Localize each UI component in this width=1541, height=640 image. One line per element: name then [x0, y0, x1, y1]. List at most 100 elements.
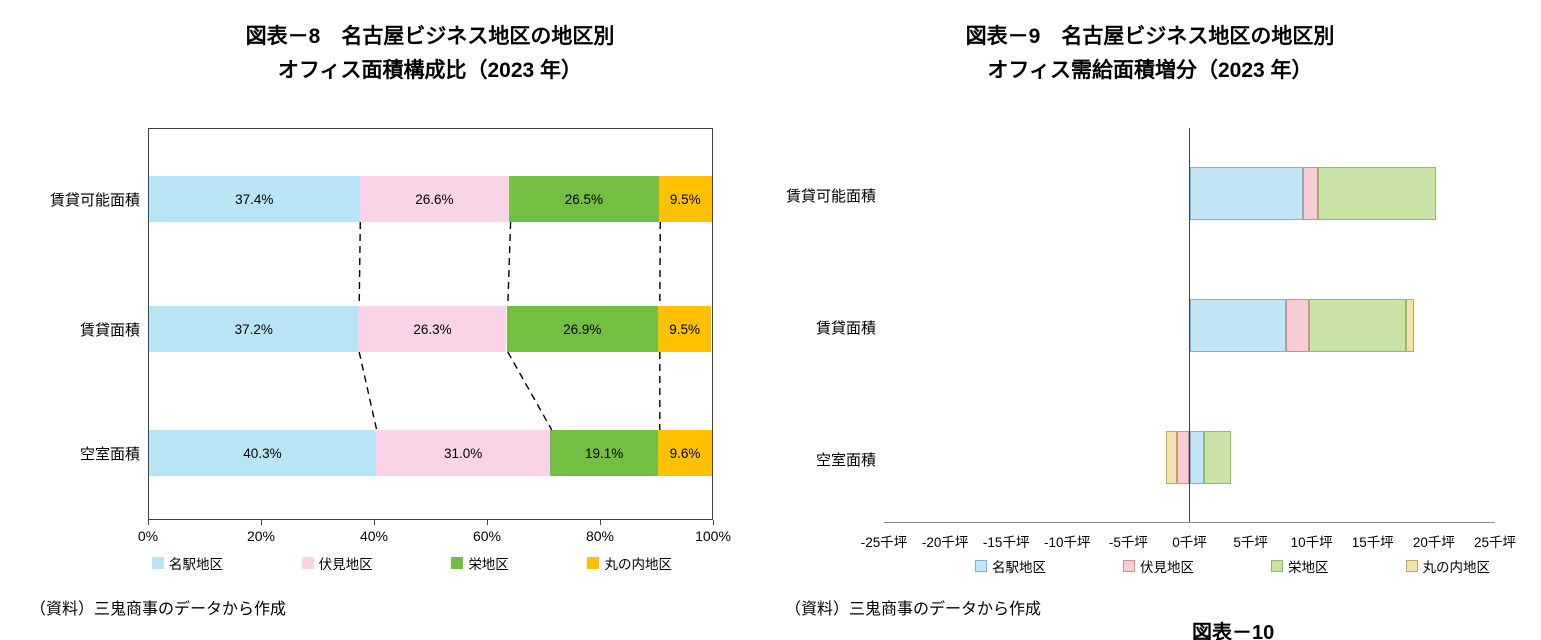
- legend-item-丸の内地区: 丸の内地区: [1405, 556, 1491, 576]
- legend-item-栄地区: 栄地区: [451, 553, 509, 573]
- x-tick-label: 20%: [246, 528, 276, 544]
- dashed-connector-line: [507, 351, 553, 431]
- x-tick-label: 10千坪: [1290, 535, 1333, 550]
- legend-label: 伏見地区: [1140, 560, 1194, 575]
- dashed-connector-line: [358, 221, 361, 307]
- x-tick-mark: [147, 520, 149, 525]
- legend-label: 丸の内地区: [1422, 560, 1491, 575]
- x-tick-label: 0%: [137, 528, 159, 544]
- segment-data-label: 37.2%: [234, 321, 273, 337]
- segment-data-label: 37.4%: [235, 191, 274, 207]
- legend-label: 栄地区: [1288, 560, 1329, 575]
- figure-9-title-line2: オフィス需給面積増分（2023 年）: [987, 59, 1313, 82]
- x-tick-mark: [260, 520, 262, 525]
- legend-label: 栄地区: [468, 557, 509, 572]
- figure-9-x-axis-labels: -25千坪 -20千坪 -15千坪 -10千坪 -5千坪 0千坪 5千坪 10千坪 15千坪 20…: [861, 531, 1516, 550]
- legend-item-栄地区: 栄地区: [1271, 556, 1329, 576]
- stacked-bar: 40.3% 31.0% 19.1% 9.6%: [149, 430, 712, 476]
- bar-segment-名駅地区: [1189, 431, 1205, 484]
- x-tick-label: 25千坪: [1473, 535, 1517, 550]
- figure-8-source: （資料）三鬼商事のデータから作成: [30, 601, 287, 618]
- bar-segment-丸の内地区: 9.5%: [657, 306, 712, 352]
- bar-segment-名駅地区: 37.2%: [149, 306, 359, 352]
- legend-key-swatch: [1405, 560, 1418, 572]
- x-tick-mark: [486, 520, 488, 525]
- figure-8-x-axis-ticks: [147, 520, 714, 526]
- legend-key-swatch: [152, 557, 164, 569]
- bar-segment-名駅地区: 40.3%: [149, 430, 376, 476]
- clipped-bottom-text: 図表－10: [1192, 622, 1275, 640]
- x-tick-label: 15千坪: [1351, 535, 1394, 550]
- diverging-bar: [884, 167, 1495, 220]
- x-tick-mark: [373, 520, 375, 525]
- figure-8-title-line2: オフィス面積構成比（2023 年）: [277, 59, 583, 82]
- figure-8-legend: 名駅地区 伏見地区 栄地区 丸の内地区: [152, 553, 672, 573]
- figure-8-x-axis-labels: 0% 20% 40% 60% 80% 100%: [138, 528, 731, 546]
- legend-item-名駅地区: 名駅地区: [152, 553, 223, 573]
- bar-segment-丸の内地区: [1166, 431, 1178, 484]
- legend-item-名駅地区: 名駅地区: [975, 556, 1046, 576]
- segment-data-label: 31.0%: [443, 445, 483, 461]
- dashed-connector-line: [358, 351, 378, 431]
- legend-key-swatch: [587, 557, 600, 569]
- bar-segment-名駅地区: [1189, 299, 1286, 352]
- segment-data-label: 9.5%: [669, 321, 701, 337]
- x-tick-label: 100%: [695, 528, 731, 544]
- bar-segment-栄地区: [1204, 431, 1232, 484]
- dashed-connector-line: [507, 221, 512, 307]
- x-tick-label: -20千坪: [921, 535, 969, 550]
- figure-9-legend: 名駅地区 伏見地区 栄地区 丸の内地区: [975, 556, 1490, 576]
- figure-9-plot: [884, 128, 1495, 523]
- category-label: 賃貸面積: [79, 322, 140, 339]
- category-label: 賃貸面積: [815, 319, 876, 337]
- segment-data-label: 26.3%: [413, 321, 452, 337]
- x-tick-mark: [599, 520, 601, 525]
- segment-data-label: 26.6%: [415, 191, 454, 207]
- category-label: 賃貸可能面積: [49, 192, 140, 209]
- x-tick-label: -25千坪: [860, 535, 908, 550]
- x-tick-label: 0千坪: [1172, 535, 1207, 550]
- x-axis-line: [884, 522, 1495, 523]
- diverging-bar: [884, 299, 1495, 352]
- segment-data-label: 26.9%: [563, 321, 602, 337]
- legend-key-swatch: [301, 557, 314, 569]
- figure-8-title: 図表－8 名古屋ビジネス地区の地区別 オフィス面積構成比（2023 年）: [100, 20, 760, 88]
- legend-label: 名駅地区: [992, 560, 1046, 575]
- segment-data-label: 9.6%: [669, 445, 701, 461]
- bar-segment-丸の内地区: 9.5%: [658, 176, 712, 222]
- segment-data-label: 40.3%: [243, 445, 282, 461]
- legend-item-伏見地区: 伏見地区: [1123, 556, 1194, 576]
- category-label: 賃貸可能面積: [785, 187, 876, 205]
- category-label: 空室面積: [815, 451, 876, 469]
- legend-item-伏見地区: 伏見地区: [301, 553, 373, 573]
- bar-segment-名駅地区: 37.4%: [149, 176, 360, 222]
- x-tick-label: -15千坪: [982, 535, 1030, 550]
- bar-segment-栄地区: 19.1%: [550, 430, 658, 476]
- dashed-connector-line: [659, 221, 661, 307]
- stacked-bar: 37.4% 26.6% 26.5% 9.5%: [149, 176, 712, 222]
- figure-9-title: 図表－9 名古屋ビジネス地区の地区別 オフィス需給面積増分（2023 年）: [855, 20, 1445, 88]
- bar-segment-伏見地区: 26.3%: [358, 306, 507, 352]
- segment-data-label: 19.1%: [585, 445, 624, 461]
- figure-9-title-line1: 図表－9 名古屋ビジネス地区の地区別: [965, 25, 1335, 48]
- bar-segment-栄地区: 26.9%: [506, 306, 658, 352]
- x-tick-mark: [712, 520, 714, 525]
- bar-segment-伏見地区: 31.0%: [375, 430, 551, 476]
- x-tick-label: -10千坪: [1044, 535, 1091, 550]
- bar-segment-伏見地区: 26.6%: [359, 176, 510, 222]
- diverging-bar: [884, 431, 1495, 484]
- bar-segment-丸の内地区: [1405, 299, 1415, 352]
- legend-key-swatch: [975, 560, 987, 572]
- legend-label: 伏見地区: [318, 557, 373, 572]
- legend-key-swatch: [1123, 560, 1135, 572]
- figure-8-plot: 37.4% 26.6% 26.5% 9.5% 37.2% 26.3% 26.9% 9.5% 40…: [148, 128, 713, 520]
- x-tick-label: 80%: [585, 528, 615, 544]
- segment-data-label: 9.5%: [669, 191, 701, 207]
- legend-label: 名駅地区: [169, 557, 223, 572]
- x-tick-label: 5千坪: [1233, 535, 1268, 550]
- figure-9-source: （資料）三鬼商事のデータから作成: [785, 601, 1042, 618]
- segment-data-label: 26.5%: [564, 191, 604, 207]
- x-tick-label: 60%: [472, 528, 502, 544]
- x-tick-label: 40%: [359, 528, 389, 544]
- bar-segment-伏見地区: [1286, 299, 1310, 352]
